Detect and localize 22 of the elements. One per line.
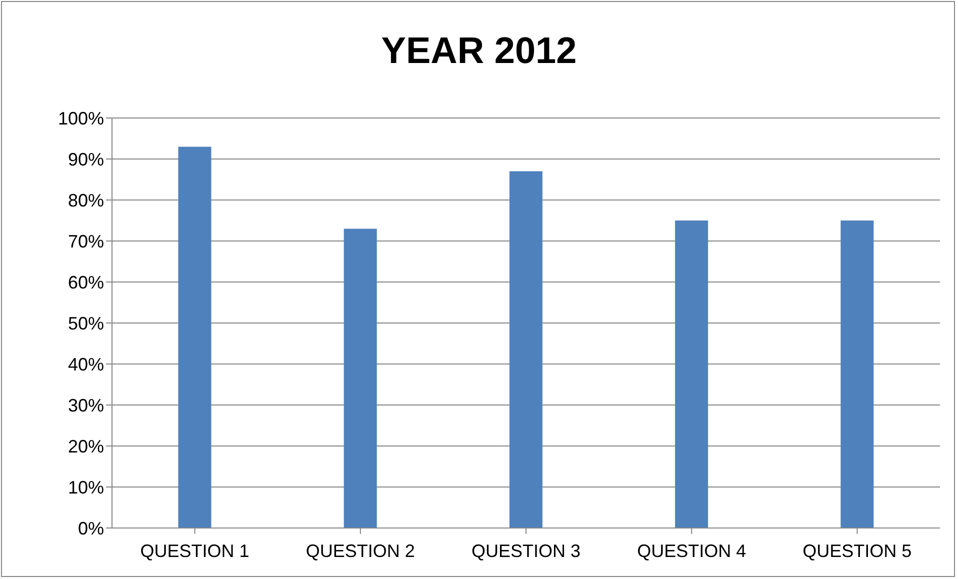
x-tick-label: QUESTION 2	[306, 540, 415, 561]
y-tick-label: 0%	[78, 518, 104, 538]
chart-title: YEAR 2012	[380, 30, 578, 72]
y-tick-label: 60%	[68, 272, 104, 292]
bar	[178, 146, 212, 528]
bar	[344, 228, 377, 528]
y-tick-label: 50%	[68, 313, 104, 334]
y-tick-label: 90%	[68, 149, 104, 170]
y-tick-label: 10%	[68, 477, 104, 498]
y-tick-label: 40%	[68, 354, 104, 374]
y-tick-label: 100%	[58, 108, 104, 128]
x-tick-label: QUESTION 5	[802, 540, 912, 561]
bar	[675, 220, 708, 528]
bar	[840, 220, 874, 528]
x-tick-label: QUESTION 4	[637, 540, 746, 561]
x-tick-label: QUESTION 3	[471, 540, 581, 561]
x-tick-label: QUESTION 1	[140, 540, 250, 561]
bar	[509, 171, 542, 528]
y-tick-label: 30%	[68, 395, 104, 416]
y-tick-label: 80%	[68, 190, 104, 210]
y-tick-label: 20%	[68, 436, 104, 456]
y-tick-label: 70%	[68, 231, 104, 252]
